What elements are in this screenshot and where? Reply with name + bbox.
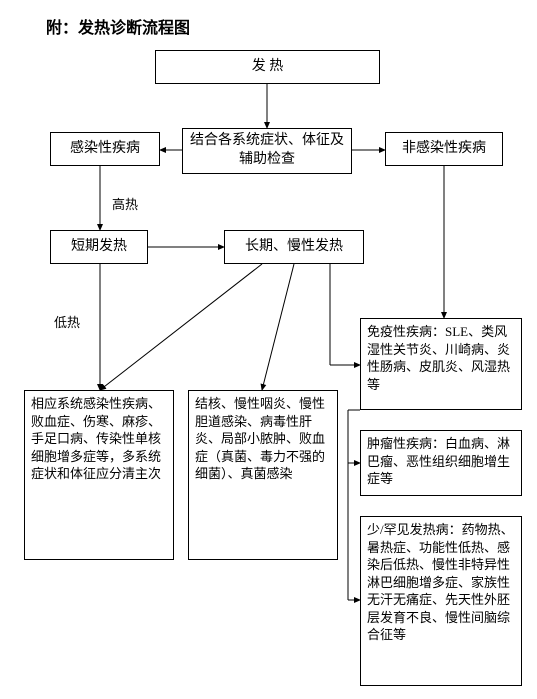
node-label: 感染性疾病 [70, 140, 140, 159]
node-infectious: 感染性疾病 [50, 132, 160, 166]
node-label: 结核、慢性咽炎、慢性胆道感染、病毒性肝炎、局部小脓肿、败血症（真菌、毒力不强的细… [195, 395, 331, 483]
node-label: 肿瘤性疾病：白血病、淋巴瘤、恶性组织细胞增生症等 [367, 435, 515, 488]
node-short-term-fever: 短期发热 [50, 230, 148, 264]
node-label: 少/罕见发热病：药物热、暑热症、功能性低热、感染后低热、慢性非特异性淋巴细胞增多… [367, 521, 515, 644]
node-rare-fever: 少/罕见发热病：药物热、暑热症、功能性低热、感染后低热、慢性非特异性淋巴细胞增多… [360, 516, 522, 686]
node-immune-disease: 免疫性疾病：SLE、类风湿性关节炎、川崎病、炎性肠病、皮肌炎、风湿热等 [360, 318, 522, 410]
edge-label-high-fever: 高热 [112, 194, 138, 213]
node-long-term-fever: 长期、慢性发热 [224, 230, 364, 264]
node-noninfectious: 非感染性疾病 [385, 132, 503, 166]
node-combine-findings: 结合各系统症状、体征及辅助检查 [182, 128, 352, 174]
diagram-title: 附：发热诊断流程图 [46, 14, 190, 38]
node-label: 短期发热 [71, 238, 127, 257]
node-label: 非感染性疾病 [402, 140, 486, 159]
edge-label-low-fever: 低热 [54, 312, 80, 331]
node-systemic-disease: 相应系统感染性疾病、败血症、伤寒、麻疹、手足口病、传染性单核细胞增多症等，多系统… [24, 390, 174, 560]
node-label: 长期、慢性发热 [245, 238, 343, 257]
node-chronic-infection: 结核、慢性咽炎、慢性胆道感染、病毒性肝炎、局部小脓肿、败血症（真菌、毒力不强的细… [188, 390, 338, 560]
node-label: 相应系统感染性疾病、败血症、伤寒、麻疹、手足口病、传染性单核细胞增多症等，多系统… [31, 395, 167, 483]
node-fever-root: 发 热 [155, 50, 380, 84]
node-tumor-disease: 肿瘤性疾病：白血病、淋巴瘤、恶性组织细胞增生症等 [360, 430, 522, 496]
node-label: 发 热 [252, 58, 284, 77]
node-label: 结合各系统症状、体征及辅助检查 [189, 132, 345, 170]
node-label: 免疫性疾病：SLE、类风湿性关节炎、川崎病、炎性肠病、皮肌炎、风湿热等 [367, 323, 515, 393]
